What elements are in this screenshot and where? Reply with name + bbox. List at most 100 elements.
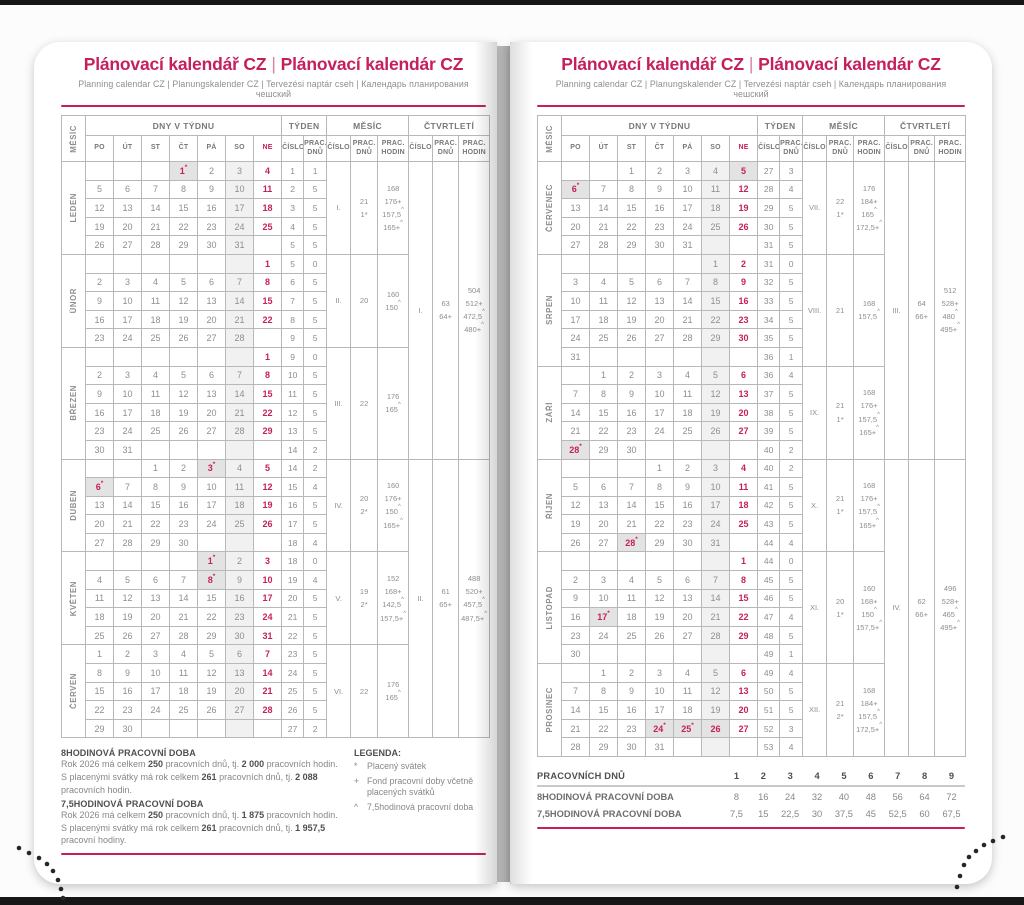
title-separator: | [748,54,754,74]
day-cell: 25 [617,625,646,646]
summary-line: 157,5^ [858,411,880,424]
month-cislo-header: ČÍSLO [326,135,352,162]
day-cell: 19 [85,216,114,237]
summary-line: 165+^ [859,424,879,437]
day-cell: 3 [673,161,702,181]
day-cell: 12 [85,198,114,218]
day-cell: 5 [701,365,730,386]
week-row: 2 3 4 5 6 7 8 45 5 [538,570,966,590]
day-cell: 5 [85,179,114,200]
day-cell: 7 [225,272,254,293]
week-workdays-cell: 0 [303,346,328,367]
summary-line: 495+^ [940,619,960,632]
week-workdays-cell: 4 [779,179,804,200]
day-cell: 28 [252,700,283,720]
month-name-cell: ZÁŘÍ [537,365,562,460]
month-name-label: ŘÍJEN [545,492,554,519]
day-cell: 7 [141,179,170,200]
week-row: 26 27 28 29 30 31 5 5 [62,235,490,255]
day-cell: 21 [617,514,646,534]
col-header-dny-v-tydnu: DNY V TÝDNU [560,115,759,136]
day-cell: 10 [225,179,254,200]
day-cell: 28 [561,737,590,757]
summary-value-cell: 32 [811,792,823,802]
week-number-cell: 44 [757,532,781,553]
paid-holiday-star: * [607,610,610,618]
month-name-label: LISTOPAD [545,586,554,630]
day-cell [141,346,170,367]
day-cell: 31 [561,346,590,367]
day-cell: 16 [617,402,646,423]
summary-line: 63 [441,299,450,309]
day-cell: 17 [113,402,142,423]
day-cell [701,439,730,460]
week-workdays-cell: 1 [303,161,328,181]
day-cell [589,551,618,572]
week-workdays-cell: 5 [303,421,328,441]
summary-line: 168 [862,299,876,309]
month-workdays-cell: 22 [350,346,379,460]
summary-value-cell: 16 [758,792,769,802]
summary-value-cell: 64 [919,792,930,802]
legend-text: Fond pracovní doby včetně placených svát… [367,775,474,798]
caret-mark: ^ [876,517,879,524]
day-cell: 19 [169,309,198,330]
week-workdays-cell: 4 [779,365,804,386]
day-col-header-ne: NE [728,135,759,162]
month-number-cell: X. [802,458,828,553]
caret-mark: ^ [957,322,960,329]
day-cell: 15 [169,198,198,218]
day-cell: 29 [645,532,674,553]
week-number-cell: 22 [281,625,305,646]
day-cell: 22 [701,309,730,330]
week-workdays-cell: 5 [303,272,328,293]
caret-mark: ^ [879,619,883,626]
paid-holiday-star: * [212,572,216,580]
week-workdays-cell: 5 [779,588,804,609]
day-cell: 21 [561,421,590,441]
page-subtitle: Planning calendar CZ | Planungskalender … [78,79,469,99]
day-cell: 5 [617,272,646,293]
day-cell: 6 [645,272,674,293]
summary-row-label: 7,5HODINOVÁ PRACOVNÍ DOBA [537,809,682,819]
caret-mark: ^ [397,690,401,697]
day-cell: 2 [225,551,254,572]
day-cell [645,439,674,460]
caret-mark: ^ [876,424,879,431]
week-row: 28* 29 30 40 2 [538,439,966,460]
day-cell: 7 [113,477,142,497]
day-cell: 14 [225,384,254,404]
day-cell: 9 [673,477,702,497]
day-cell: 15 [252,384,283,404]
week-row: 16 17 18 19 20 21 22 12 5 [62,402,490,423]
caret-mark: ^ [957,619,960,626]
day-cell: 4 [673,365,702,386]
day-cell: 28* [561,439,590,460]
week-row: 28 29 30 31 53 4 [538,737,966,757]
day-cell: 4 [673,663,702,683]
week-row: 5 6 7 8 9 10 11 41 5 [538,477,966,497]
day-cell: 23 [113,700,142,720]
day-cell: 9 [561,588,590,609]
week-number-cell: 27 [757,161,781,181]
day-cell [561,551,590,572]
week-number-cell: 7 [281,291,305,311]
month-name-label: BŘEZEN [69,385,78,422]
legend-title: LEGENDA: [354,748,401,759]
week-row: 5 6 7 8 9 10 11 2 5 [62,179,490,200]
day-cell [561,458,590,479]
week-workdays-cell: 5 [779,625,804,646]
week-row: 30 49 1 [538,644,966,665]
week-row: PROSINEC 1 2 3 4 5 6 49 4 XII. 21 2* 168 184+ 157,5^ 17… [537,663,966,757]
day-cell: 31 [645,737,674,757]
week-number-cell: 12 [281,402,305,423]
quarter-workdays-cell: 61 65+ [432,458,460,739]
day-cell: 15 [252,291,283,311]
day-cell [561,365,590,386]
day-cell: 7 [617,477,646,497]
day-cell: 29 [589,737,618,757]
day-cell: 10 [113,384,142,404]
quarter-prac-dnu-header: PRAC. DNŮ [908,135,936,162]
week-row: KVĚTEN 1* 2 3 18 0 V. 19 2* 152 168+ 142,5^ 157,5+^ [61,551,490,646]
day-col-header-st: ST [617,135,646,162]
